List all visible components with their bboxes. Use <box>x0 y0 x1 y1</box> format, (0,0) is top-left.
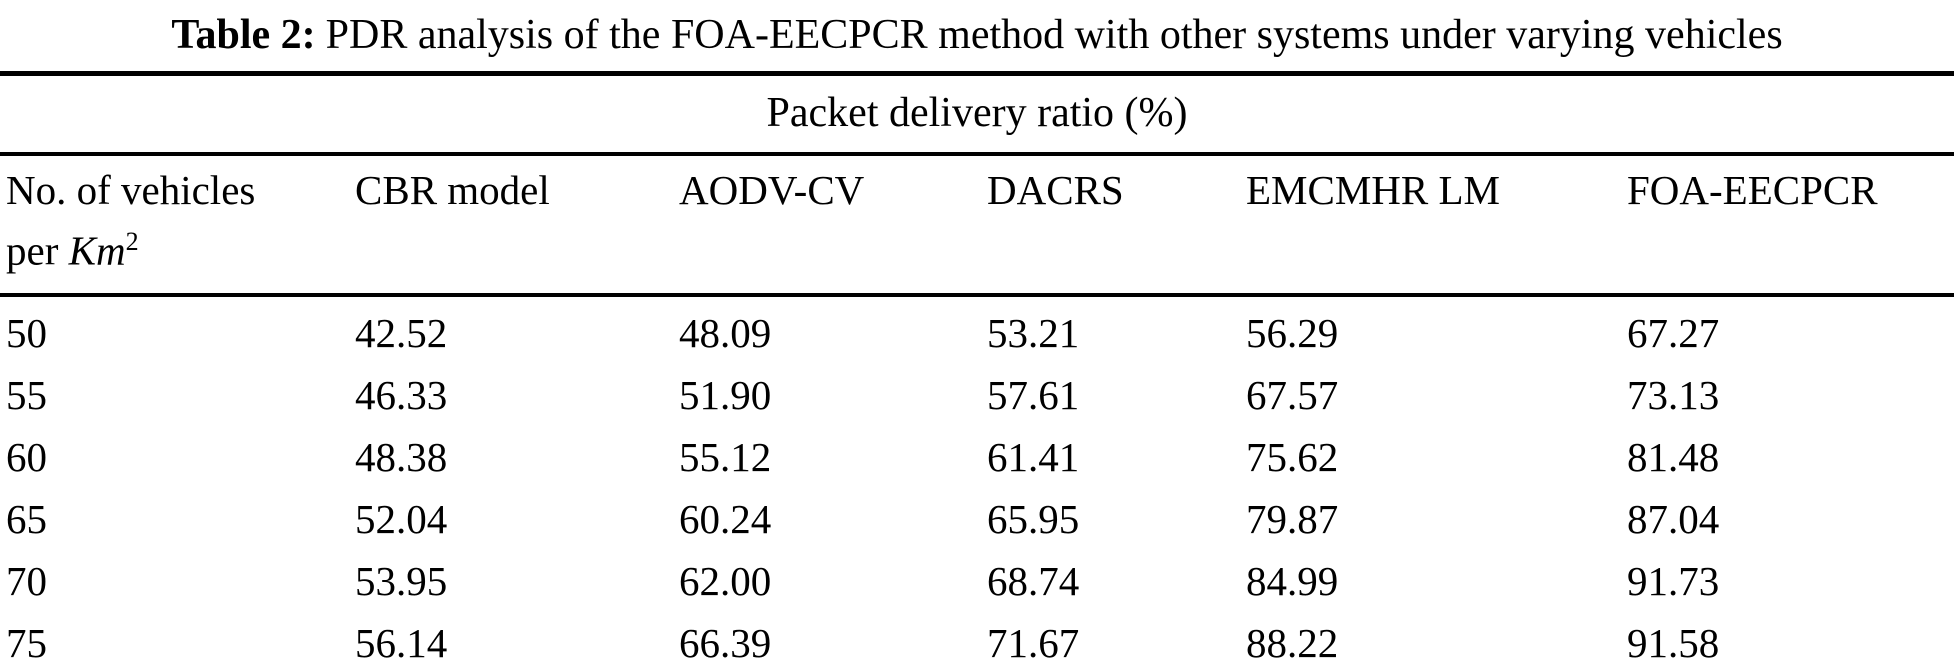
cell-value: 53.21 <box>987 309 1080 356</box>
cell-value: 91.58 <box>1627 619 1720 666</box>
cell-value: 51.90 <box>679 371 772 418</box>
cell-vehicles: 60 <box>6 433 47 480</box>
cell-value: 48.09 <box>679 309 772 356</box>
column-header-dacrs: DACRS <box>987 154 1246 297</box>
table-row: 50 42.52 48.09 53.21 56.29 67.27 <box>0 295 1954 365</box>
cell-value: 81.48 <box>1627 433 1720 480</box>
cell-value: 73.13 <box>1627 371 1720 418</box>
cell-vehicles: 50 <box>6 309 47 356</box>
cell-value: 42.52 <box>355 309 448 356</box>
cell-value: 55.12 <box>679 433 772 480</box>
table-caption-text: PDR analysis of the FOA-EECPCR method wi… <box>325 12 1783 58</box>
cell-vehicles: 55 <box>6 371 47 418</box>
cell-vehicles: 65 <box>6 495 47 542</box>
table-row: 70 53.95 62.00 68.74 84.99 91.73 <box>0 551 1954 613</box>
column-header-aodv-cv: AODV-CV <box>679 154 987 297</box>
cell-value: 68.74 <box>987 557 1080 604</box>
cell-value: 56.14 <box>355 619 448 666</box>
cell-value: 57.61 <box>987 371 1080 418</box>
table-row: 60 48.38 55.12 61.41 75.62 81.48 <box>0 427 1954 489</box>
column-header-emcmhr-lm: EMCMHR LM <box>1246 154 1627 297</box>
cell-value: 46.33 <box>355 371 448 418</box>
cell-value: 67.27 <box>1627 309 1720 356</box>
cell-value: 91.73 <box>1627 557 1720 604</box>
vehicles-header-line1: No. of vehicles <box>6 167 256 213</box>
column-header-foa-eecpcr: FOA-EECPCR <box>1627 154 1954 297</box>
vehicles-header-line2-prefix: per <box>6 227 69 274</box>
cell-value: 71.67 <box>987 619 1080 666</box>
vehicles-header-superscript: 2 <box>125 227 139 256</box>
table-caption: Table 2: PDR analysis of the FOA-EECPCR m… <box>0 0 1954 64</box>
cell-value: 75.62 <box>1246 433 1339 480</box>
column-header-row: No. of vehicles per Km2 CBR model AODV-CV… <box>0 154 1954 297</box>
cell-value: 79.87 <box>1246 495 1339 542</box>
span-header-row: Packet delivery ratio (%) <box>0 73 1954 156</box>
cell-value: 52.04 <box>355 495 448 542</box>
cell-vehicles: 70 <box>6 557 47 604</box>
table-row: 75 56.14 66.39 71.67 88.22 91.58 <box>0 613 1954 671</box>
column-header-vehicles: No. of vehicles per Km2 <box>0 154 355 297</box>
cell-value: 61.41 <box>987 433 1080 480</box>
cell-vehicles: 75 <box>6 619 47 666</box>
cell-value: 84.99 <box>1246 557 1339 604</box>
table-body: 50 42.52 48.09 53.21 56.29 67.27 55 46.33 51.90 5… <box>0 295 1954 671</box>
span-header-packet-delivery-ratio: Packet delivery ratio (%) <box>0 73 1954 156</box>
cell-value: 65.95 <box>987 495 1080 542</box>
cell-value: 66.39 <box>679 619 772 666</box>
cell-value: 67.57 <box>1246 371 1339 418</box>
table-caption-label: Table 2: <box>171 12 316 58</box>
cell-value: 60.24 <box>679 495 772 542</box>
cell-value: 48.38 <box>355 433 448 480</box>
cell-value: 53.95 <box>355 557 448 604</box>
vehicles-header-unit: Km <box>68 227 126 274</box>
cell-value: 62.00 <box>679 557 772 604</box>
table-row: 65 52.04 60.24 65.95 79.87 87.04 <box>0 489 1954 551</box>
pdr-table: Packet delivery ratio (%) No. of vehicle… <box>0 71 1954 671</box>
column-header-cbr-model: CBR model <box>355 154 679 297</box>
cell-value: 87.04 <box>1627 495 1720 542</box>
cell-value: 56.29 <box>1246 309 1339 356</box>
table-row: 55 46.33 51.90 57.61 67.57 73.13 <box>0 365 1954 427</box>
cell-value: 88.22 <box>1246 619 1339 666</box>
